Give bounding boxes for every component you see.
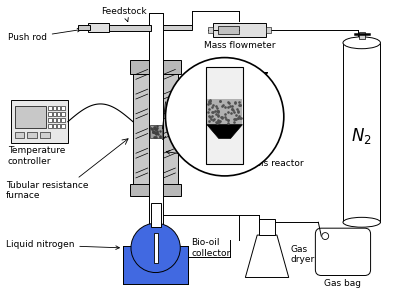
Text: Gas bag: Gas bag xyxy=(324,279,362,288)
Bar xyxy=(48,124,52,128)
Bar xyxy=(147,262,164,266)
Bar xyxy=(147,247,164,251)
Bar xyxy=(62,124,65,128)
Bar xyxy=(343,43,380,222)
Polygon shape xyxy=(245,235,289,277)
Polygon shape xyxy=(207,125,242,138)
Bar xyxy=(147,257,164,261)
Text: Tubular resistance
furnace: Tubular resistance furnace xyxy=(6,181,88,200)
Bar xyxy=(162,25,192,30)
Bar xyxy=(130,60,181,74)
Bar xyxy=(207,99,242,125)
Bar xyxy=(62,118,65,122)
Bar xyxy=(259,219,275,235)
Bar xyxy=(48,112,52,116)
Bar xyxy=(57,106,60,110)
Bar xyxy=(130,184,181,196)
Bar xyxy=(52,112,56,116)
Bar xyxy=(62,112,65,116)
Bar xyxy=(57,112,60,116)
FancyBboxPatch shape xyxy=(315,228,370,276)
Bar xyxy=(11,100,68,143)
Bar xyxy=(62,106,65,110)
Bar xyxy=(213,23,266,37)
Bar xyxy=(206,67,243,164)
Text: Quartz pyrolysis reactor: Quartz pyrolysis reactor xyxy=(166,150,304,168)
Text: Gas
dryer: Gas dryer xyxy=(291,245,315,265)
Bar xyxy=(266,27,271,33)
Bar xyxy=(123,246,188,284)
Bar xyxy=(150,125,162,138)
Bar xyxy=(15,106,46,128)
Text: Push rod: Push rod xyxy=(8,28,81,42)
Text: Quartz
wool: Quartz wool xyxy=(232,69,269,104)
Bar xyxy=(52,118,56,122)
Bar xyxy=(151,203,160,227)
Ellipse shape xyxy=(343,217,380,227)
Bar xyxy=(28,131,37,138)
Text: Temperature
controller: Temperature controller xyxy=(8,146,65,166)
Text: Mass flowmeter: Mass flowmeter xyxy=(204,41,275,50)
Bar xyxy=(147,252,164,256)
Bar xyxy=(149,13,162,245)
Bar xyxy=(208,27,213,33)
Text: Feedstock: Feedstock xyxy=(101,7,147,22)
Ellipse shape xyxy=(343,37,380,49)
Bar xyxy=(48,106,52,110)
Text: $N_2$: $N_2$ xyxy=(351,126,372,147)
Bar xyxy=(78,25,90,30)
Bar xyxy=(153,245,158,266)
Circle shape xyxy=(131,223,180,272)
Text: Liquid nitrogen: Liquid nitrogen xyxy=(6,240,119,249)
Bar xyxy=(40,131,50,138)
Polygon shape xyxy=(150,237,162,247)
Bar xyxy=(154,233,158,263)
Bar xyxy=(52,106,56,110)
Circle shape xyxy=(166,58,284,176)
Bar xyxy=(149,13,162,245)
Bar xyxy=(218,26,240,34)
Bar xyxy=(133,62,178,196)
Bar xyxy=(15,131,24,138)
Text: Bio-oil
collector: Bio-oil collector xyxy=(191,238,230,258)
Circle shape xyxy=(322,233,329,239)
Bar xyxy=(57,124,60,128)
Bar xyxy=(57,118,60,122)
Bar xyxy=(48,118,52,122)
Bar xyxy=(359,32,365,39)
Bar xyxy=(109,25,151,31)
Bar xyxy=(88,23,109,32)
Bar xyxy=(52,124,56,128)
